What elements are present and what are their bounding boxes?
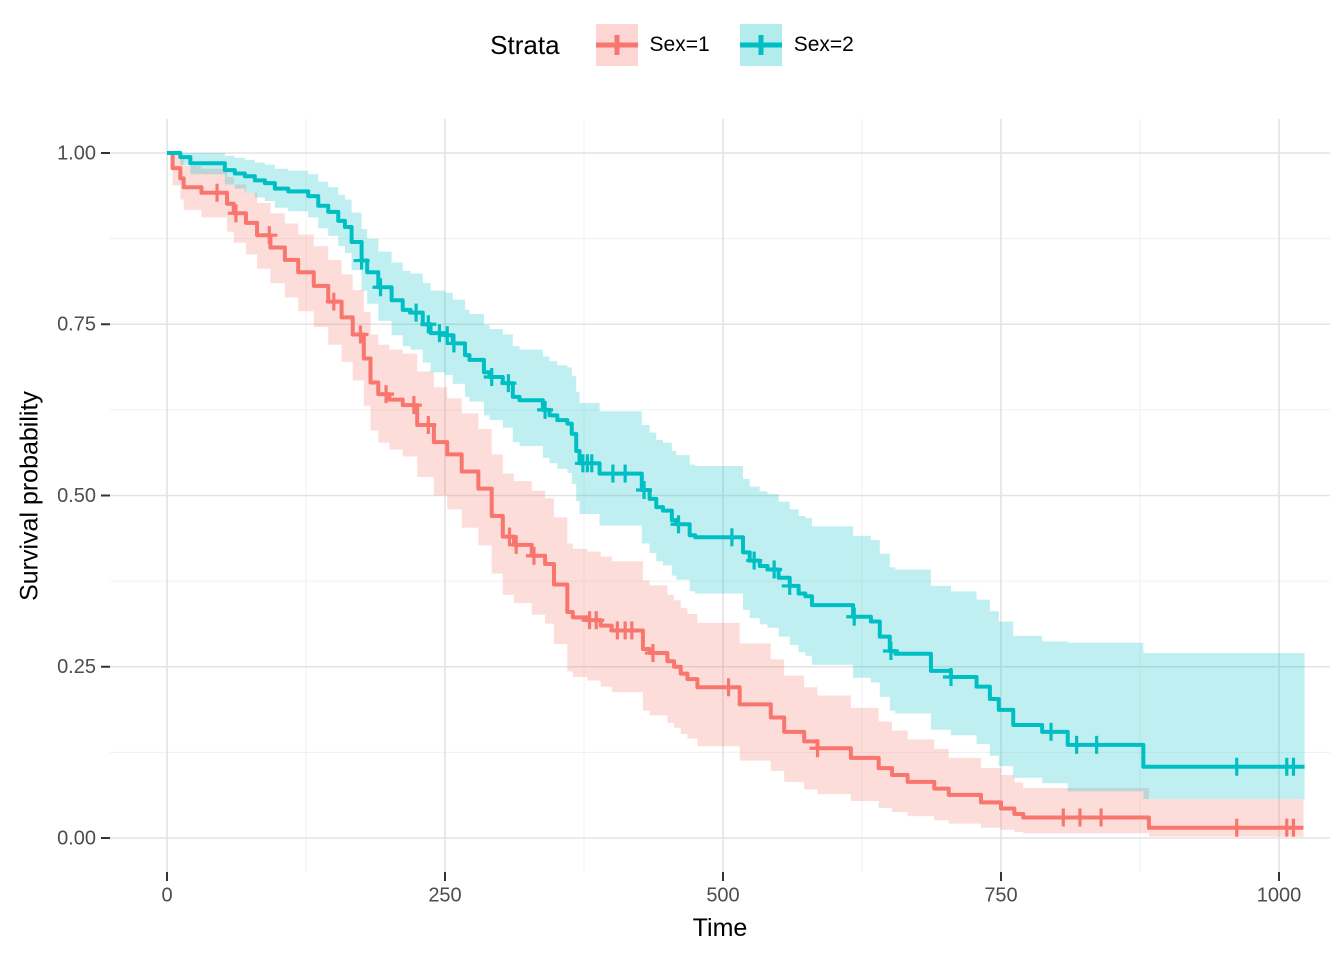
censor-plus-icon <box>595 24 638 66</box>
x-tick-label: 1000 <box>1257 885 1302 907</box>
y-tick-label: 0.50 <box>57 485 96 507</box>
x-tick-label: 750 <box>984 885 1017 907</box>
legend-title: Strata <box>490 29 560 60</box>
x-axis-title: Time <box>692 914 748 942</box>
y-tick-label: 0.75 <box>57 314 96 336</box>
y-axis-title: Survival probability <box>15 391 44 601</box>
legend: Strata Sex=1 Sex=2 <box>0 24 1344 66</box>
legend-label-sex1: Sex=1 <box>649 33 710 56</box>
y-tick-label: 1.00 <box>57 142 96 164</box>
survival-curve-sex1 <box>167 151 1304 830</box>
x-tick-label: 250 <box>428 885 461 907</box>
legend-key-sex1: Sex=1 <box>595 24 710 66</box>
x-tick-label: 500 <box>706 885 739 907</box>
y-tick-label: 0.00 <box>57 827 96 849</box>
x-tick-label: 0 <box>161 885 172 907</box>
legend-label-sex2: Sex=2 <box>793 33 854 56</box>
ci-ribbon-sex2 <box>167 153 1305 799</box>
survival-curve-sex2 <box>167 151 1305 769</box>
legend-key-sex2: Sex=2 <box>739 24 854 66</box>
y-tick-label: 0.25 <box>57 656 96 678</box>
censor-plus-icon <box>739 24 782 66</box>
ci-ribbon-sex1 <box>167 153 1304 837</box>
